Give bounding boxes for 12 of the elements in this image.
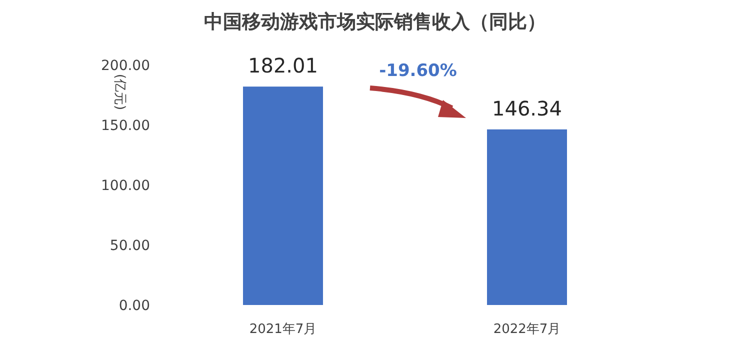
chart-title: 中国移动游戏市场实际销售收入（同比） (204, 11, 546, 33)
y-tick-label: 100.00 (101, 178, 150, 194)
y-tick-label: 0.00 (118, 298, 150, 314)
y-tick-label: 200.00 (101, 58, 150, 74)
x-tick-label: 2022年7月 (493, 322, 561, 337)
y-axis-title: (亿元) (112, 74, 127, 110)
data-label: 182.01 (248, 54, 318, 78)
x-tick-label: 2021年7月 (249, 322, 317, 337)
annotation: -19.60% (379, 61, 457, 81)
data-label: 146.34 (492, 96, 562, 120)
y-tick-label: 50.00 (110, 238, 150, 254)
y-tick-label: 150.00 (101, 118, 150, 134)
